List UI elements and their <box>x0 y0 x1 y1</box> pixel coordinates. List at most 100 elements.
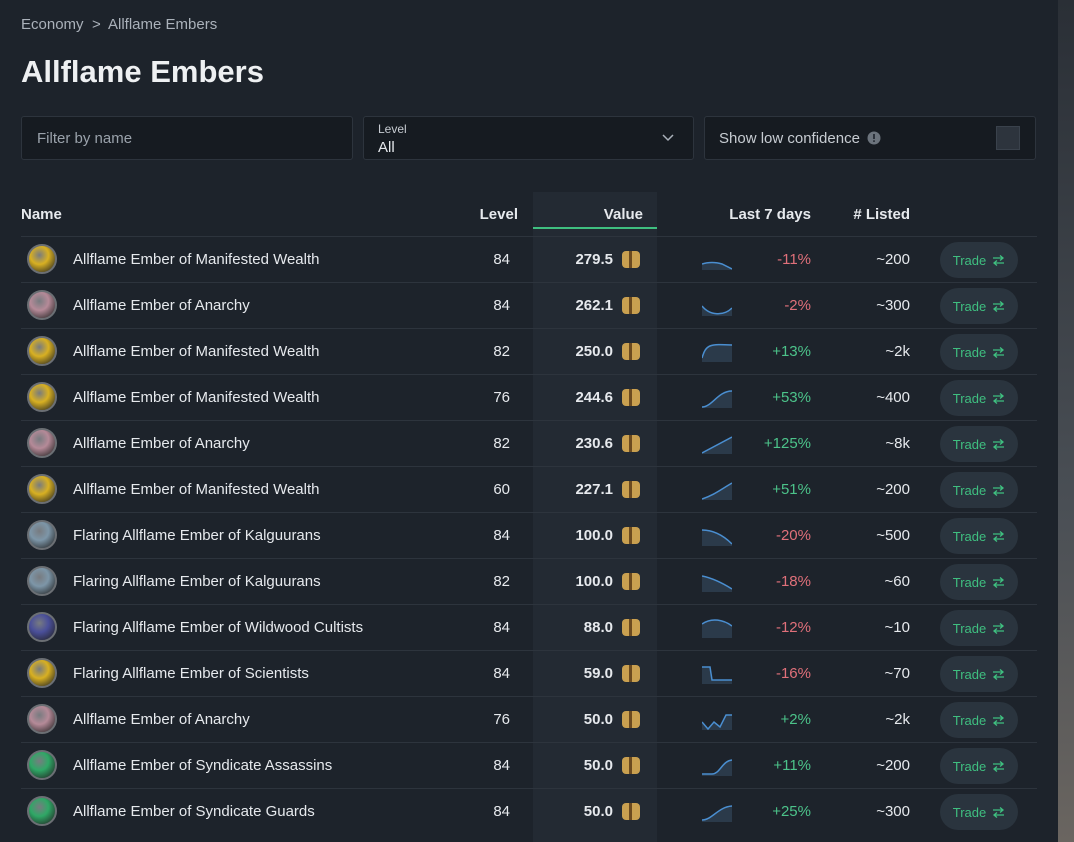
item-value: 227.1 <box>575 481 613 498</box>
trade-button[interactable]: Trade <box>940 380 1018 416</box>
item-level: 60 <box>493 481 510 498</box>
column-header[interactable]: Name <box>21 206 62 223</box>
price-change: -16% <box>775 665 811 682</box>
table-row[interactable]: Allflame Ember of Anarchy 76 50.0 +2% ~2k Tra… <box>21 696 1037 742</box>
button-label: Trade <box>952 252 987 268</box>
listed-count: ~10 <box>884 619 910 636</box>
listed-count: ~200 <box>876 757 910 774</box>
sparkline <box>702 482 732 500</box>
trade-button[interactable]: Trade <box>940 242 1018 278</box>
swap-icon <box>993 576 1005 588</box>
item-name[interactable]: Allflame Ember of Manifested Wealth <box>73 389 320 406</box>
price-change: -18% <box>775 573 811 590</box>
table-row[interactable]: Allflame Ember of Manifested Wealth 84 279… <box>21 236 1037 282</box>
table-row[interactable]: Allflame Ember of Manifested Wealth 76 244… <box>21 374 1037 420</box>
item-name[interactable]: Allflame Ember of Manifested Wealth <box>73 481 320 498</box>
item-name[interactable]: Flaring Allflame Ember of Scientists <box>73 665 309 682</box>
breadcrumb-current: Allflame Embers <box>108 16 218 33</box>
item-icon <box>27 796 57 826</box>
listed-count: ~70 <box>884 665 910 682</box>
column-header[interactable]: Level <box>479 206 518 223</box>
item-value: 279.5 <box>575 251 613 268</box>
item-name[interactable]: Allflame Ember of Anarchy <box>73 297 250 314</box>
select-value: All <box>378 139 395 156</box>
item-value: 230.6 <box>575 435 613 452</box>
sparkline <box>702 390 732 408</box>
button-label: Trade <box>952 482 987 498</box>
item-name[interactable]: Allflame Ember of Syndicate Guards <box>73 803 315 820</box>
item-level: 84 <box>493 803 510 820</box>
item-level: 76 <box>493 389 510 406</box>
table-row[interactable]: Allflame Ember of Manifested Wealth 82 250… <box>21 328 1037 374</box>
item-level: 76 <box>493 711 510 728</box>
column-header[interactable]: Value <box>603 206 643 223</box>
item-name[interactable]: Allflame Ember of Manifested Wealth <box>73 251 320 268</box>
low-confidence-toggle[interactable]: Show low confidence <box>704 116 1036 160</box>
button-label: Trade <box>952 528 987 544</box>
trade-button[interactable]: Trade <box>940 610 1018 646</box>
item-name[interactable]: Allflame Ember of Anarchy <box>73 435 250 452</box>
sparkline <box>702 261 732 270</box>
item-level: 84 <box>493 619 510 636</box>
trade-button[interactable]: Trade <box>940 656 1018 692</box>
trade-button[interactable]: Trade <box>940 334 1018 370</box>
price-change: +13% <box>772 343 811 360</box>
item-level: 84 <box>493 251 510 268</box>
item-name[interactable]: Flaring Allflame Ember of Kalguurans <box>73 573 321 590</box>
price-change: -20% <box>775 527 811 544</box>
price-change: +11% <box>773 757 811 774</box>
item-value: 88.0 <box>583 619 613 636</box>
listed-count: ~8k <box>885 435 910 452</box>
trade-button[interactable]: Trade <box>940 472 1018 508</box>
trade-button[interactable]: Trade <box>940 702 1018 738</box>
level-select[interactable]: Level All <box>363 116 694 160</box>
item-level: 84 <box>493 297 510 314</box>
table-row[interactable]: Allflame Ember of Anarchy 82 230.6 +125% ~8k… <box>21 420 1037 466</box>
column-header[interactable]: # Listed <box>853 206 910 223</box>
swap-icon <box>993 346 1005 358</box>
item-level: 82 <box>493 573 510 590</box>
button-label: Trade <box>952 804 987 820</box>
item-icon <box>27 750 57 780</box>
currency-icon <box>622 389 640 406</box>
checkbox[interactable] <box>996 126 1020 150</box>
swap-icon <box>993 438 1005 450</box>
listed-count: ~200 <box>876 481 910 498</box>
table-row[interactable]: Allflame Ember of Manifested Wealth 60 227… <box>21 466 1037 512</box>
trade-button[interactable]: Trade <box>940 564 1018 600</box>
button-label: Trade <box>952 666 987 682</box>
table-row[interactable]: Allflame Ember of Syndicate Assassins 84 5… <box>21 742 1037 788</box>
column-header[interactable]: Last 7 days <box>729 206 811 223</box>
item-name[interactable]: Allflame Ember of Syndicate Assassins <box>73 757 333 774</box>
trade-button[interactable]: Trade <box>940 518 1018 554</box>
name-filter[interactable]: Filter by name <box>21 116 353 160</box>
item-icon <box>27 612 57 642</box>
price-change: +25% <box>772 803 811 820</box>
button-label: Trade <box>952 344 987 360</box>
table-row[interactable]: Flaring Allflame Ember of Kalguurans 84 10… <box>21 512 1037 558</box>
table-row[interactable]: Allflame Ember of Syndicate Guards 84 50.0… <box>21 788 1037 834</box>
table-row[interactable]: Allflame Ember of Anarchy 84 262.1 -2% ~300 T… <box>21 282 1037 328</box>
item-value: 100.0 <box>575 527 613 544</box>
currency-icon <box>622 251 640 268</box>
item-value: 50.0 <box>583 757 613 774</box>
trade-button[interactable]: Trade <box>940 748 1018 784</box>
trade-button[interactable]: Trade <box>940 288 1018 324</box>
item-name[interactable]: Flaring Allflame Ember of Wildwood Culti… <box>73 619 364 636</box>
trade-button[interactable]: Trade <box>940 794 1018 830</box>
currency-icon <box>622 573 640 590</box>
item-value: 50.0 <box>583 711 613 728</box>
page-title: Allflame Embers <box>21 54 264 89</box>
item-name[interactable]: Allflame Ember of Anarchy <box>73 711 250 728</box>
item-icon <box>27 382 57 412</box>
table-row[interactable]: Flaring Allflame Ember of Scientists 84 59… <box>21 650 1037 696</box>
table-row[interactable]: Flaring Allflame Ember of Kalguurans 82 10… <box>21 558 1037 604</box>
trade-button[interactable]: Trade <box>940 426 1018 462</box>
table-row[interactable]: Flaring Allflame Ember of Wildwood Culti… <box>21 604 1037 650</box>
item-icon <box>27 474 57 504</box>
item-name[interactable]: Flaring Allflame Ember of Kalguurans <box>73 527 321 544</box>
item-icon <box>27 244 57 274</box>
item-name[interactable]: Allflame Ember of Manifested Wealth <box>73 343 320 360</box>
breadcrumb-link[interactable]: Economy <box>21 16 84 33</box>
swap-icon <box>993 254 1005 266</box>
